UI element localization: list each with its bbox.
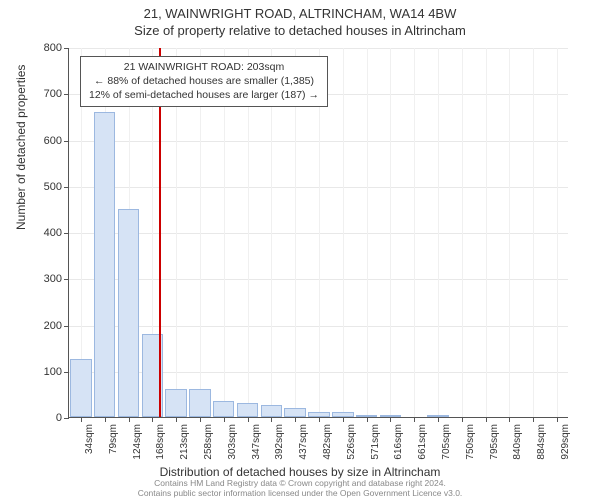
xtick-label: 571sqm <box>370 424 381 460</box>
xtick-label: 124sqm <box>132 424 143 460</box>
ytick-mark <box>64 418 69 419</box>
xtick-label: 750sqm <box>465 424 476 460</box>
xtick-label: 661sqm <box>417 424 428 460</box>
histogram-bar <box>94 112 115 417</box>
xtick-mark <box>105 417 106 422</box>
xtick-label: 884sqm <box>536 424 547 460</box>
gridline-v <box>367 48 368 417</box>
gridline-v <box>414 48 415 417</box>
xtick-label: 526sqm <box>346 424 357 460</box>
ytick-mark <box>64 94 69 95</box>
annotation-line1: 21 WAINWRIGHT ROAD: 203sqm <box>89 60 319 74</box>
xtick-mark <box>248 417 249 422</box>
xtick-mark <box>533 417 534 422</box>
xtick-label: 929sqm <box>560 424 571 460</box>
histogram-bar <box>237 403 258 417</box>
annotation-line3: 12% of semi-detached houses are larger (… <box>89 88 319 102</box>
histogram-bar <box>165 389 186 417</box>
xtick-label: 840sqm <box>512 424 523 460</box>
xtick-mark <box>295 417 296 422</box>
gridline-v <box>390 48 391 417</box>
ytick-mark <box>64 326 69 327</box>
gridline-v <box>533 48 534 417</box>
footer: Contains HM Land Registry data © Crown c… <box>0 478 600 498</box>
xtick-mark <box>414 417 415 422</box>
xtick-label: 213sqm <box>179 424 190 460</box>
histogram-bar <box>189 389 210 417</box>
ytick-label: 700 <box>22 88 62 100</box>
ytick-label: 100 <box>22 366 62 378</box>
gridline-v <box>486 48 487 417</box>
xtick-mark <box>367 417 368 422</box>
footer-line2: Contains public sector information licen… <box>0 488 600 498</box>
annotation-box: 21 WAINWRIGHT ROAD: 203sqm ← 88% of deta… <box>80 56 328 107</box>
ytick-mark <box>64 279 69 280</box>
xtick-mark <box>152 417 153 422</box>
ytick-label: 200 <box>22 320 62 332</box>
gridline-v <box>462 48 463 417</box>
xtick-mark <box>390 417 391 422</box>
xtick-mark <box>81 417 82 422</box>
ytick-label: 600 <box>22 135 62 147</box>
xtick-mark <box>462 417 463 422</box>
xtick-mark <box>200 417 201 422</box>
xtick-label: 705sqm <box>441 424 452 460</box>
ytick-label: 800 <box>22 42 62 54</box>
annotation-line2: ← 88% of detached houses are smaller (1,… <box>89 74 319 88</box>
ytick-label: 300 <box>22 273 62 285</box>
xtick-mark <box>271 417 272 422</box>
xtick-mark <box>319 417 320 422</box>
footer-line1: Contains HM Land Registry data © Crown c… <box>0 478 600 488</box>
xtick-mark <box>486 417 487 422</box>
chart-title-sub: Size of property relative to detached ho… <box>0 23 600 38</box>
xtick-mark <box>224 417 225 422</box>
histogram-bar <box>118 209 139 417</box>
gridline-v <box>509 48 510 417</box>
xtick-label: 616sqm <box>393 424 404 460</box>
xtick-mark <box>343 417 344 422</box>
histogram-bar <box>213 401 234 417</box>
xtick-mark <box>557 417 558 422</box>
xtick-label: 347sqm <box>251 424 262 460</box>
gridline-v <box>438 48 439 417</box>
xtick-label: 795sqm <box>489 424 500 460</box>
ytick-mark <box>64 372 69 373</box>
xtick-label: 482sqm <box>322 424 333 460</box>
chart-title-main: 21, WAINWRIGHT ROAD, ALTRINCHAM, WA14 4B… <box>0 6 600 21</box>
chart-title-block: 21, WAINWRIGHT ROAD, ALTRINCHAM, WA14 4B… <box>0 0 600 38</box>
xtick-label: 437sqm <box>298 424 309 460</box>
histogram-bar <box>70 359 91 417</box>
histogram-bar <box>284 408 305 417</box>
histogram-bar <box>261 405 282 417</box>
ytick-mark <box>64 141 69 142</box>
xtick-label: 303sqm <box>227 424 238 460</box>
xtick-label: 79sqm <box>108 424 119 454</box>
ytick-mark <box>64 187 69 188</box>
xtick-label: 168sqm <box>155 424 166 460</box>
ytick-label: 0 <box>22 412 62 424</box>
ytick-label: 400 <box>22 227 62 239</box>
gridline-v <box>343 48 344 417</box>
ytick-mark <box>64 233 69 234</box>
xtick-mark <box>176 417 177 422</box>
xtick-mark <box>129 417 130 422</box>
ytick-mark <box>64 48 69 49</box>
xtick-mark <box>438 417 439 422</box>
gridline-v <box>557 48 558 417</box>
xtick-label: 34sqm <box>84 424 95 454</box>
xtick-label: 392sqm <box>274 424 285 460</box>
ytick-label: 500 <box>22 181 62 193</box>
xtick-label: 258sqm <box>203 424 214 460</box>
xtick-mark <box>509 417 510 422</box>
